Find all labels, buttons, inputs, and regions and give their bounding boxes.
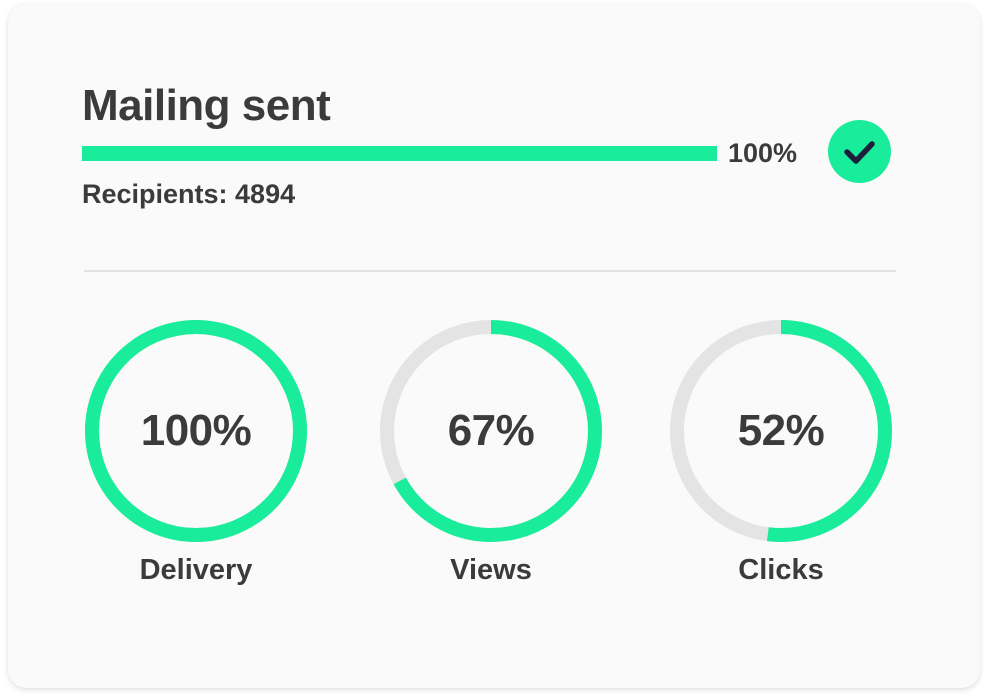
views-gauge-arc [380,320,602,542]
page-title: Mailing sent [82,81,331,130]
delivery-percentage: 100% [140,406,252,455]
delivery-label: Delivery [139,554,253,586]
clicks-percentage: 52% [737,406,825,455]
clicks-label: Clicks [738,554,824,586]
mailing-status-card: Mailing sent 100% Recipients: 4894 100% … [8,4,980,688]
clicks-gauge-arc [670,320,892,542]
sending-progress-value: 100% [728,138,798,168]
check-icon [828,120,891,183]
sending-progress-bar [82,146,717,161]
divider [84,270,896,272]
views-gauge: 67% [378,318,604,544]
delivery-gauge: 100% [83,318,309,544]
views-percentage: 67% [447,406,535,455]
sending-progress-fill [82,146,717,161]
clicks-gauge: 52% [668,318,894,544]
delivery-gauge-arc [85,320,307,542]
recipients-count: Recipients: 4894 [82,179,296,209]
views-label: Views [450,554,532,586]
